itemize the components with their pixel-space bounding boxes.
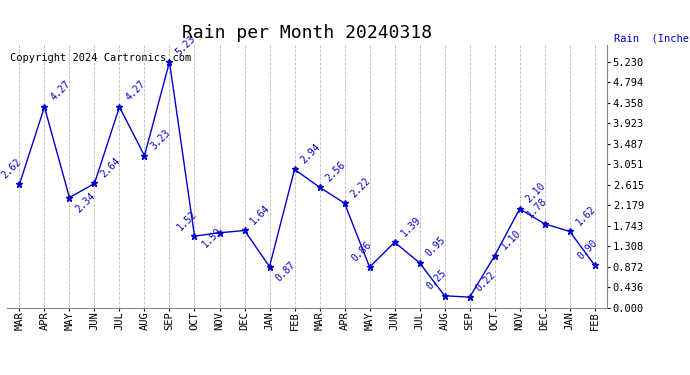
Text: 1.39: 1.39 bbox=[399, 214, 422, 238]
Text: 0.25: 0.25 bbox=[425, 268, 449, 292]
Text: 3.23: 3.23 bbox=[148, 128, 172, 152]
Text: 0.90: 0.90 bbox=[575, 237, 599, 261]
Text: 2.64: 2.64 bbox=[99, 156, 122, 179]
Text: 0.22: 0.22 bbox=[474, 269, 497, 293]
Text: 0.87: 0.87 bbox=[274, 260, 297, 283]
Text: 2.10: 2.10 bbox=[524, 181, 547, 205]
Text: 1.64: 1.64 bbox=[248, 202, 273, 226]
Text: 0.86: 0.86 bbox=[350, 239, 374, 263]
Text: 2.34: 2.34 bbox=[74, 190, 97, 214]
Text: Rain  (Inches): Rain (Inches) bbox=[614, 34, 690, 44]
Text: 2.62: 2.62 bbox=[0, 157, 23, 180]
Text: 1.62: 1.62 bbox=[574, 204, 598, 227]
Title: Rain per Month 20240318: Rain per Month 20240318 bbox=[182, 24, 432, 42]
Text: 2.22: 2.22 bbox=[348, 176, 373, 199]
Text: 1.52: 1.52 bbox=[175, 208, 199, 232]
Text: Copyright 2024 Cartronics.com: Copyright 2024 Cartronics.com bbox=[10, 53, 191, 63]
Text: 0.95: 0.95 bbox=[424, 235, 447, 259]
Text: 2.94: 2.94 bbox=[299, 141, 322, 165]
Text: 4.27: 4.27 bbox=[124, 79, 147, 103]
Text: 1.59: 1.59 bbox=[200, 226, 224, 249]
Text: 1.78: 1.78 bbox=[525, 196, 549, 220]
Text: 4.27: 4.27 bbox=[48, 79, 72, 103]
Text: 1.10: 1.10 bbox=[499, 228, 522, 252]
Text: 2.56: 2.56 bbox=[324, 159, 347, 183]
Text: 5.23: 5.23 bbox=[174, 34, 197, 58]
